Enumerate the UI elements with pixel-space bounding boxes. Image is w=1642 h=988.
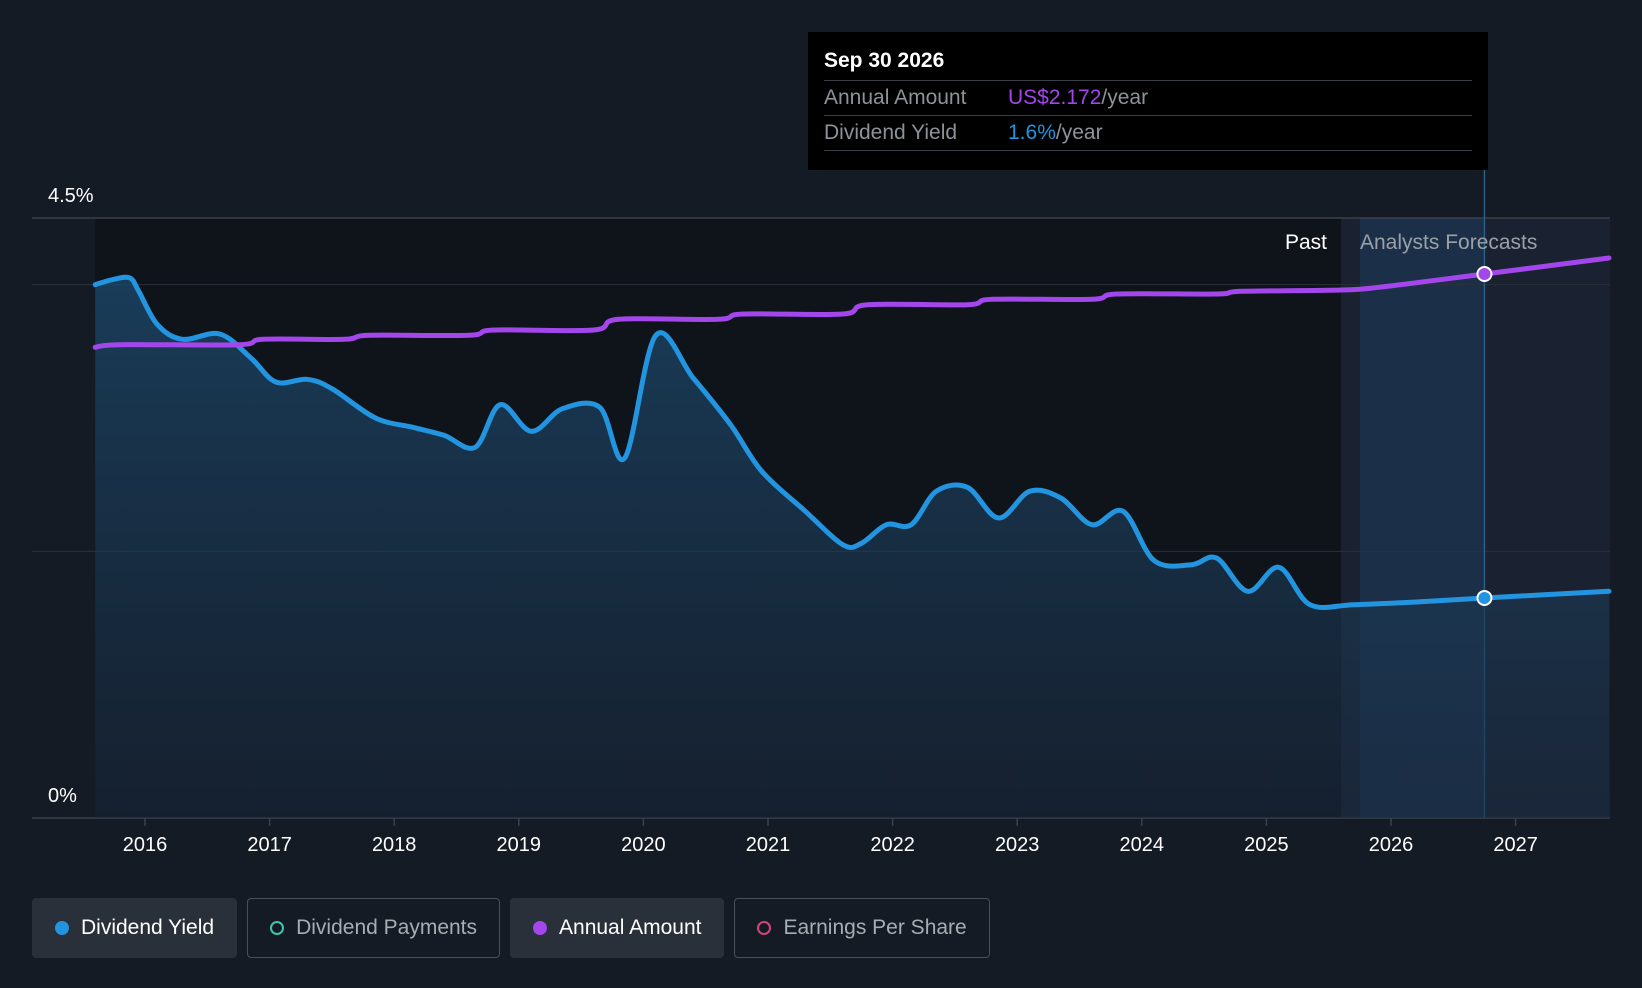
legend-label: Dividend Payments — [296, 916, 478, 939]
annual-amount-marker — [1476, 266, 1493, 282]
x-tick-label: 2023 — [995, 834, 1040, 856]
y-tick-label-max: 4.5% — [48, 185, 94, 207]
chart-legend: Dividend Yield Dividend Payments Annual … — [32, 898, 990, 958]
tooltip-unit: /year — [1101, 86, 1149, 109]
tooltip: Sep 30 2026 Annual Amount US$2.172 /year… — [808, 32, 1488, 170]
legend-dot-icon — [55, 921, 69, 935]
x-tick-label: 2020 — [621, 834, 666, 856]
x-tick-label: 2025 — [1244, 834, 1289, 856]
tooltip-date: Sep 30 2026 — [824, 46, 1472, 81]
x-axis-ticks: 2016 2017 2018 2019 2020 2021 2022 2023 2024 2025… — [123, 818, 1538, 856]
annual-amount-line — [92, 255, 1612, 350]
dividend-yield-marker — [1476, 590, 1493, 606]
x-tick-label: 2018 — [372, 834, 417, 856]
x-tick-label: 2021 — [746, 834, 791, 856]
legend-annual-amount[interactable]: Annual Amount — [510, 898, 725, 958]
x-tick-label: 2026 — [1369, 834, 1414, 856]
tooltip-row-annual-amount: Annual Amount US$2.172 /year — [824, 81, 1472, 116]
legend-label: Dividend Yield — [81, 916, 215, 939]
x-tick-label: 2017 — [247, 834, 292, 856]
legend-label: Earnings Per Share — [783, 916, 967, 939]
legend-dividend-yield[interactable]: Dividend Yield — [32, 898, 238, 958]
tooltip-label: Dividend Yield — [824, 121, 958, 144]
legend-dividend-payments[interactable]: Dividend Payments — [247, 898, 501, 958]
x-tick-label: 2027 — [1493, 834, 1538, 856]
x-tick-label: 2022 — [870, 834, 915, 856]
forecast-label: Analysts Forecasts — [1360, 231, 1537, 254]
tooltip-value: 1.6% — [1008, 121, 1056, 144]
x-tick-label: 2016 — [123, 834, 168, 856]
dividend-yield-line — [92, 274, 1612, 611]
tooltip-unit: /year — [1055, 121, 1103, 144]
tooltip-row-dividend-yield: Dividend Yield 1.6% /year — [824, 116, 1472, 151]
tooltip-label: Annual Amount — [824, 86, 967, 109]
legend-dot-icon — [533, 921, 548, 935]
legend-dot-icon — [757, 921, 772, 935]
x-tick-label: 2024 — [1120, 834, 1165, 856]
y-tick-label-min: 0% — [48, 785, 77, 807]
past-label: Past — [1285, 231, 1327, 254]
legend-label: Annual Amount — [559, 916, 702, 939]
x-tick-label: 2019 — [497, 834, 542, 856]
tooltip-value: US$2.172 — [1008, 86, 1102, 109]
legend-dot-icon — [270, 921, 285, 935]
legend-earnings-per-share[interactable]: Earnings Per Share — [734, 898, 990, 958]
